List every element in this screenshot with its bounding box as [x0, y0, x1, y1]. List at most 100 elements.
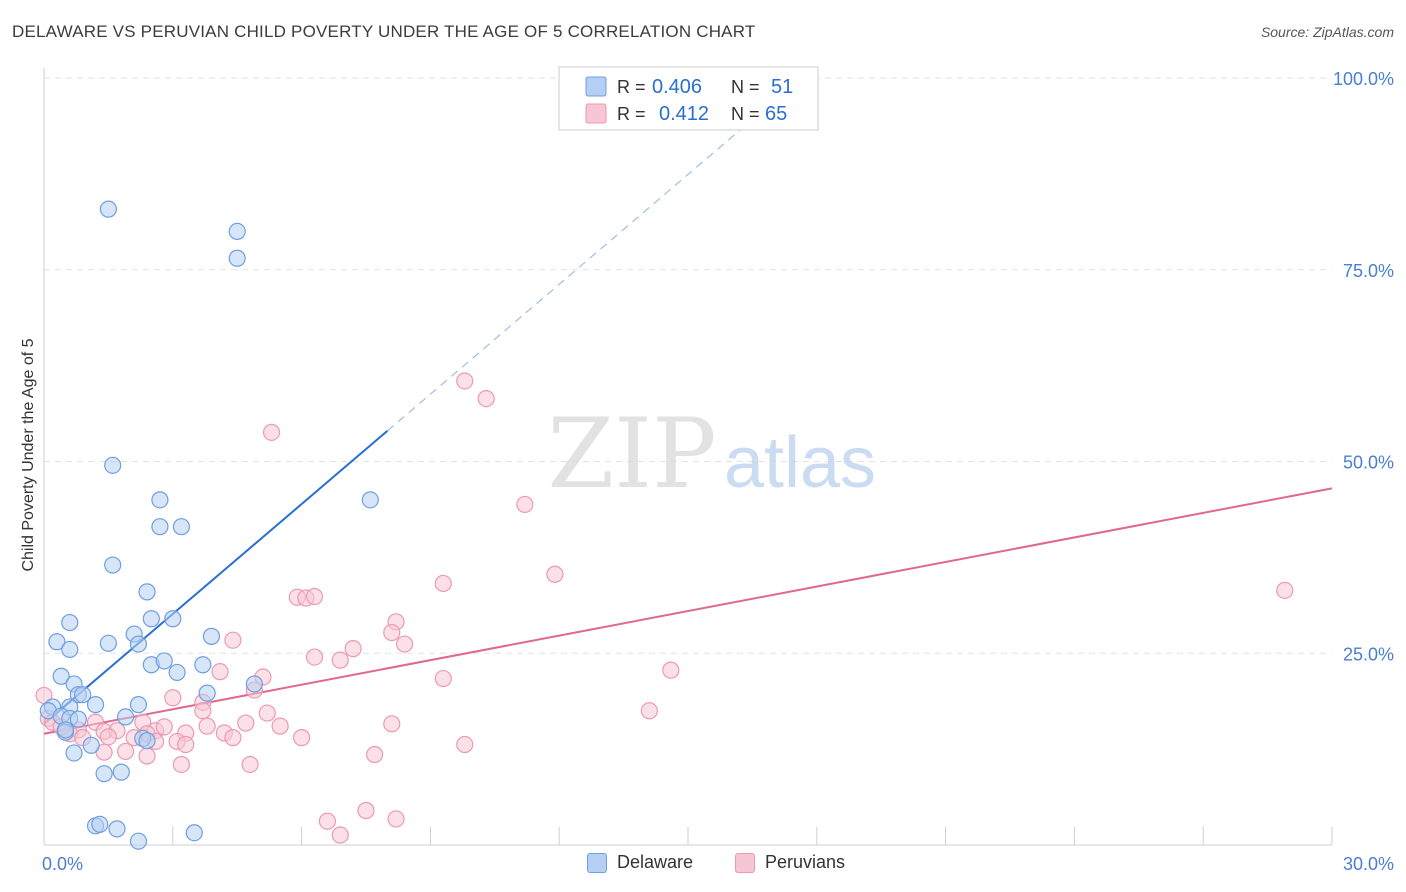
point-delaware [99, 200, 118, 218]
point-peruvians [305, 587, 324, 606]
point-delaware [61, 640, 79, 659]
point-peruvians [262, 423, 281, 441]
point-delaware [228, 249, 246, 267]
point-peruvians [155, 718, 173, 736]
legend-label-delaware: Delaware [617, 852, 694, 872]
legend-n-value-peruvians: 65 [765, 103, 787, 125]
point-peruvians [241, 755, 259, 774]
point-delaware [61, 613, 79, 632]
legend-r-label-delaware: R = [617, 77, 646, 97]
point-peruvians [198, 717, 216, 735]
y-tick-label: 100.0% [1333, 69, 1394, 89]
x-tick-label: 0.0% [42, 854, 83, 874]
point-delaware [361, 491, 379, 509]
point-delaware [138, 583, 156, 601]
point-peruvians [237, 714, 255, 732]
legend-item-delaware: Delaware [587, 852, 693, 873]
point-peruvians [1276, 581, 1294, 599]
point-delaware [155, 652, 173, 670]
point-delaware [151, 518, 169, 536]
point-peruvians [293, 729, 311, 747]
point-peruvians [546, 565, 564, 583]
point-peruvians [258, 704, 276, 722]
x-tick-label: 30.0% [1343, 854, 1394, 874]
watermark: ZIP atlas [547, 398, 876, 510]
point-peruvians [116, 742, 135, 761]
point-delaware [69, 710, 87, 728]
legend-n-label-delaware: N = [731, 77, 760, 97]
data-points [35, 200, 1294, 850]
point-peruvians [305, 648, 324, 666]
legend-label-peruvians: Peruvians [765, 852, 846, 872]
gridlines [44, 77, 1332, 654]
point-peruvians [331, 651, 349, 669]
point-peruvians [138, 747, 156, 765]
point-delaware [48, 633, 66, 651]
point-delaware [82, 736, 100, 754]
point-peruvians [383, 715, 401, 733]
point-delaware [164, 610, 182, 628]
watermark-zip: ZIP [547, 398, 716, 510]
point-peruvians [434, 574, 452, 593]
source-label: Source: ZipAtlas.com [1260, 24, 1394, 40]
point-peruvians [177, 735, 195, 754]
legend-r-value-peruvians: 0.412 [659, 103, 709, 125]
point-delaware [56, 721, 75, 739]
point-delaware [194, 656, 212, 674]
point-delaware [74, 686, 92, 704]
point-delaware [129, 635, 148, 653]
point-delaware [185, 824, 203, 842]
point-peruvians [387, 810, 405, 828]
point-delaware [116, 708, 135, 726]
point-peruvians [224, 631, 242, 649]
point-peruvians [456, 372, 474, 390]
trendline-delaware [43, 430, 389, 725]
legend-r-label-peruvians: R = [617, 104, 646, 124]
point-delaware [129, 696, 148, 714]
legend-swatch-delaware [585, 76, 607, 97]
point-delaware [129, 832, 148, 850]
point-delaware [86, 696, 105, 714]
trendline-peruvians [43, 487, 1333, 735]
point-peruvians [344, 640, 362, 658]
legend-n-value-delaware: 51 [771, 76, 793, 98]
point-peruvians [224, 729, 242, 747]
point-delaware [168, 663, 186, 682]
point-delaware [104, 456, 122, 474]
point-peruvians [383, 623, 401, 642]
point-delaware [95, 765, 113, 783]
point-delaware [142, 610, 160, 628]
point-delaware [112, 763, 130, 781]
legend-swatch-peruvians-bottom [735, 852, 755, 873]
point-peruvians [194, 702, 212, 720]
point-delaware [202, 627, 221, 645]
y-tick-label: 75.0% [1343, 261, 1394, 281]
point-peruvians [172, 755, 190, 774]
point-peruvians [477, 390, 495, 408]
point-delaware [138, 732, 156, 750]
point-peruvians [211, 663, 229, 681]
point-delaware [198, 684, 216, 702]
point-delaware [91, 815, 109, 833]
stats-legend: R = 0.406 N = 51 R = 0.412 N = 65 [558, 66, 819, 131]
point-delaware [172, 518, 190, 536]
y-tick-label: 50.0% [1343, 453, 1394, 473]
watermark-atlas: atlas [724, 423, 876, 503]
series-legend: Delaware Peruvians [0, 850, 1406, 880]
chart-title: DELAWARE VS PERUVIAN CHILD POVERTY UNDER… [12, 22, 756, 41]
point-delaware [228, 222, 246, 240]
point-delaware [245, 675, 263, 693]
legend-n-label-peruvians: N = [731, 104, 760, 124]
point-peruvians [271, 717, 289, 735]
y-tick-label: 25.0% [1343, 644, 1394, 664]
point-delaware [104, 556, 122, 574]
point-peruvians [318, 812, 336, 830]
tick-labels: 25.0% 50.0% 75.0% 100.0% 0.0% 30.0% [42, 69, 1394, 874]
point-peruvians [434, 669, 452, 688]
point-delaware [151, 491, 169, 509]
point-peruvians [164, 689, 182, 707]
point-peruvians [357, 801, 375, 820]
point-delaware [99, 634, 118, 652]
